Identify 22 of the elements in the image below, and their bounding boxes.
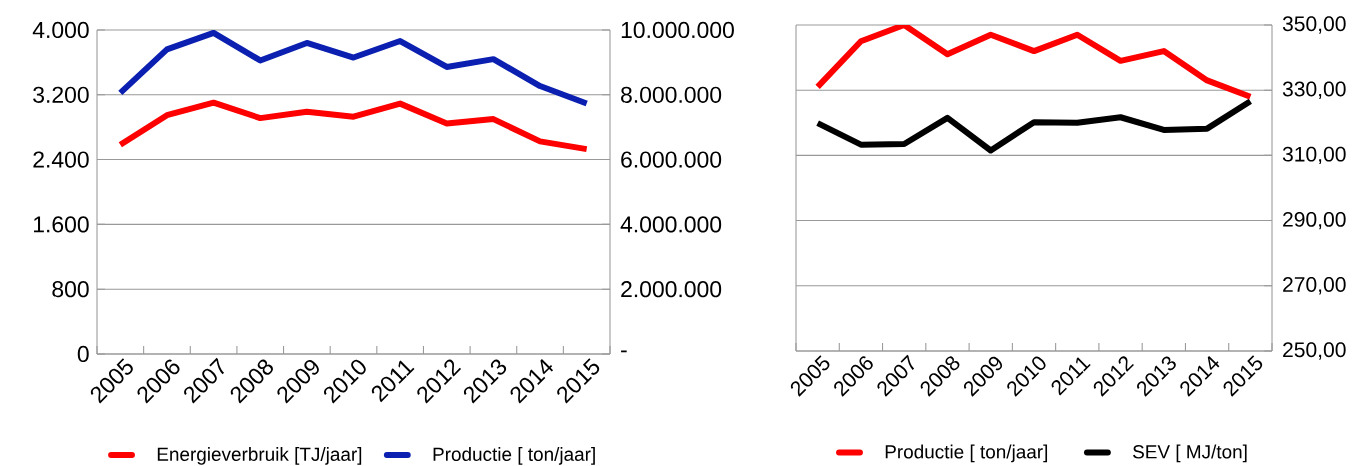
- y-tick-label: 350,00: [1282, 16, 1346, 34]
- y2-tick-label: 8.000.000: [621, 86, 722, 103]
- legend-label: Productie [ ton/jaar]: [433, 447, 595, 465]
- y2-tick-label: 2.000.000: [621, 281, 722, 298]
- y2-tick-label: -: [621, 350, 627, 353]
- y-tick-label: 800: [52, 281, 89, 298]
- y-tick-label: 290,00: [1283, 211, 1346, 230]
- y-tick-label: 330,00: [1282, 81, 1346, 99]
- y-tick-label: 270,00: [1283, 277, 1346, 295]
- y-tick-label: 3.200: [33, 86, 89, 103]
- y2-tick-label: 6.000.000: [621, 151, 722, 168]
- y-tick-label: 2.400: [33, 151, 89, 168]
- y2-tick-label: 4.000.000: [620, 216, 722, 233]
- y-tick-label: 0: [77, 345, 89, 363]
- legend-label: Productie [ ton/jaar]: [885, 444, 1048, 463]
- y-tick-label: 250,00: [1283, 342, 1346, 360]
- legend-label: SEV [ MJ/ton]: [1133, 444, 1247, 463]
- y2-tick-label: 10.000.000: [621, 21, 734, 39]
- y-tick-label: 1.600: [34, 216, 89, 233]
- legend-label: Energieverbruik [TJ/jaar]: [157, 447, 362, 465]
- y-tick-label: 310,00: [1282, 146, 1346, 165]
- y-tick-label: 4.000: [32, 21, 89, 39]
